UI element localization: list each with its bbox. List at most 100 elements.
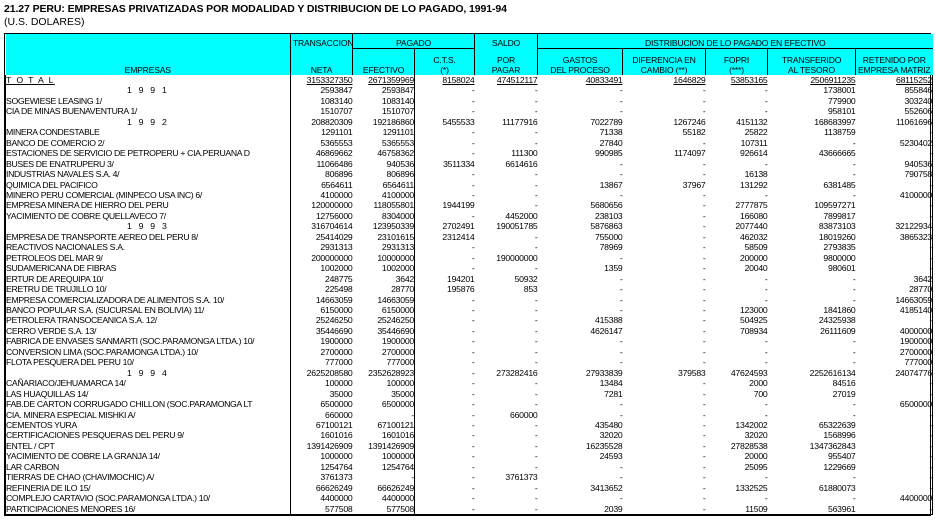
cell-value: -	[534, 388, 538, 399]
header-diferencia-line2: CAMBIO (**)	[640, 65, 688, 75]
cell-value: 195876	[414, 284, 475, 295]
cell-value: 25414029	[315, 231, 353, 242]
cell-value: 1229669	[823, 461, 856, 472]
cell-value: 552606	[855, 106, 933, 117]
cell-value: 83873103	[818, 221, 856, 232]
cell-value: 25822	[744, 127, 768, 138]
cell-value: 190051785	[496, 221, 538, 232]
cell-value: 190000000	[496, 252, 538, 263]
cell-value: -	[534, 399, 538, 410]
header-column-row: NETA EFECTIVO C.T.S. (*) POR PAGAR GASTO…	[6, 48, 933, 75]
cell-value: -	[702, 294, 706, 305]
cell-value: 1291101	[321, 127, 353, 138]
cell-value: -	[414, 493, 475, 504]
cell-value: 192186860	[372, 116, 414, 127]
cell-value: 1291101	[382, 127, 415, 138]
table-row: QUIMICA DEL PACIFICO 6564611 6564611- -1386…	[5, 179, 933, 190]
table-row: ENTEL / CPT 1391426909 1391426909- -1623552…	[5, 440, 933, 452]
cell-value: -	[414, 252, 475, 264]
row-company-name: PETROLERA TRANSOCEANICA S.A. 12/	[5, 315, 291, 326]
cell-value: -	[764, 85, 768, 96]
cell-value: -	[852, 169, 856, 180]
cell-value: -	[764, 346, 768, 357]
cell-value: -	[619, 357, 623, 368]
row-company-name: COMPLEJO CARTAVIO (SOC.PARAMONGA LTDA.) …	[5, 493, 291, 504]
table-row: FLOTA PESQUERA DEL PERU 10/777000 777000-…	[5, 357, 933, 368]
row-company-name: PARTICIPACIONES MENORES 16/	[5, 503, 291, 516]
cell-value: -	[852, 399, 856, 410]
cell-value: 2039	[537, 503, 623, 516]
row-company-name: EMPRESA COMERCIALIZADORA DE ALIMENTOS S.…	[5, 294, 291, 305]
cell-value: 855846	[855, 85, 933, 96]
cell-value: -	[534, 482, 538, 493]
cell-value: 777000	[325, 357, 353, 368]
cell-value: 84516	[832, 378, 856, 389]
cell-value: 1083140	[320, 95, 353, 106]
header-empresas: EMPRESAS	[5, 34, 291, 75]
cell-value: 14663059	[377, 294, 414, 305]
cell-value: 2700000	[855, 346, 933, 358]
cell-value: 4100000	[381, 189, 414, 200]
cell-value: 790758	[855, 169, 933, 180]
cell-value: 35446690	[377, 325, 414, 336]
cell-value: -	[702, 284, 706, 295]
header-transaccion: TRANSACCION	[290, 34, 353, 49]
cell-value: -	[414, 294, 475, 305]
cell-value: 4626147	[590, 325, 623, 336]
cell-value: 9800000	[823, 252, 856, 263]
table-row: REACTIVOS NACIONALES S.A. 2931313 2931313-…	[5, 242, 933, 253]
header-efectivo: EFECTIVO	[352, 48, 415, 75]
cell-value: 2702491	[414, 221, 475, 232]
cell-value: -	[702, 440, 706, 451]
row-company-name: FAB.DE CARTON CORRUGADO CHILLON (SOC.PAR…	[5, 399, 291, 410]
cell-value: 53853165	[706, 75, 768, 85]
cell-value: 32020	[599, 430, 623, 441]
cell-value: -	[534, 451, 538, 462]
cell-value: -	[414, 461, 475, 473]
header-gastos-line2: DEL PROCESO	[550, 65, 610, 75]
table-row: FABRICA DE ENVASES SANMARTI (SOC.PARAMON…	[5, 336, 933, 347]
cell-value: -	[702, 85, 706, 96]
cell-value: 1254764	[381, 461, 414, 472]
cell-value: 8158024	[414, 75, 475, 86]
cell-value: 46758362	[377, 148, 414, 159]
table-row: PARTICIPACIONES MENORES 16/577508 577508-…	[5, 503, 933, 516]
cell-value: -	[534, 189, 538, 200]
cell-value: 2352628923	[368, 367, 414, 378]
cell-value: -	[414, 430, 475, 441]
cell-value: 23101615	[377, 231, 414, 242]
cell-value: 1510707	[320, 106, 353, 117]
cell-value: 6500000	[855, 399, 933, 410]
cell-value: -	[702, 399, 706, 410]
table-row: CIA. MINERA ESPECIAL MISHKI A/660000 - - 66…	[5, 409, 933, 420]
cell-value: 700	[753, 388, 768, 399]
header-band-row: EMPRESAS TRANSACCION PAGADO SALDO DISTRI…	[5, 34, 933, 75]
cell-value: 61880073	[818, 482, 856, 493]
cell-value: -	[414, 472, 475, 483]
cell-value: 28770	[391, 284, 414, 295]
row-company-name: QUIMICA DEL PACIFICO	[5, 179, 291, 190]
cell-value: 111300	[511, 148, 538, 159]
cell-value: -	[619, 294, 623, 305]
cell-value: -	[855, 409, 933, 420]
cell-value: 6564611	[382, 179, 415, 190]
total-cell-text: 2506911235	[810, 75, 856, 85]
table-row: CIA DE MINAS BUENAVENTURA 1/1510707 15107…	[5, 106, 933, 117]
cell-value: -	[764, 336, 768, 347]
cell-value: 32020	[744, 430, 768, 441]
cell-value: 980601	[828, 263, 856, 274]
row-company-name: EMPRESA DE TRANSPORTE AEREO DEL PERU 8/	[5, 231, 291, 243]
cell-value: 2000	[749, 378, 768, 389]
cell-value: 3642	[855, 273, 933, 285]
cell-value: -	[702, 346, 706, 357]
row-company-name: BANCO POPULAR S.A. (SUCURSAL EN BOLIVIA)…	[5, 304, 291, 316]
cell-value: 708934	[740, 325, 768, 336]
cell-value: 4452000	[505, 210, 538, 221]
cell-value: -	[855, 472, 933, 483]
cell-value: -	[852, 357, 856, 368]
cell-value: 4100000	[855, 189, 933, 201]
cell-value: -	[414, 378, 475, 389]
cell-value: -	[534, 304, 538, 315]
cell-value: 26111609	[820, 325, 856, 336]
